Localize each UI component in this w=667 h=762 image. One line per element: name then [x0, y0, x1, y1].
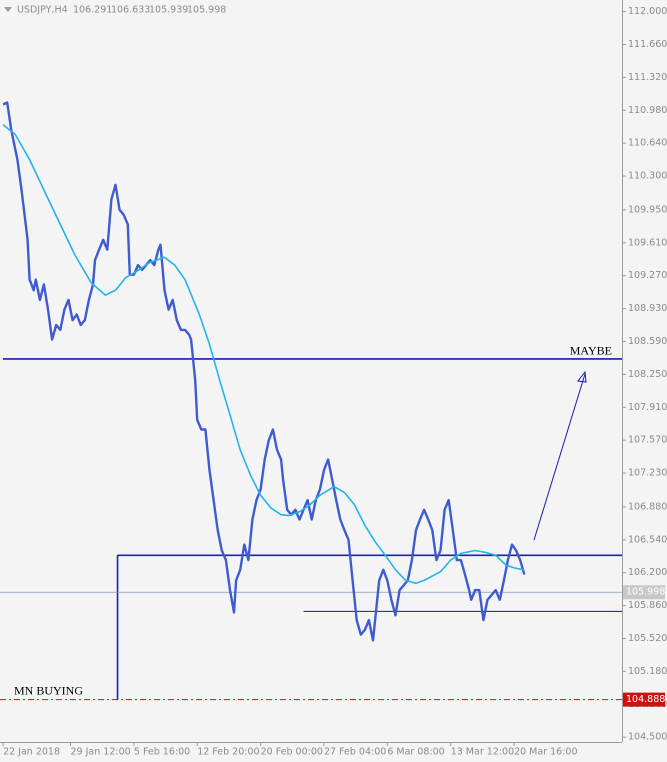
y-tick-label: 105.520 — [628, 633, 667, 644]
y-tick-label: 106.540 — [628, 534, 667, 545]
x-tick-label: 20 Feb 00:00 — [261, 747, 323, 758]
y-tick-label: 108.590 — [628, 336, 667, 347]
high: 106.633 — [111, 5, 150, 16]
low: 105.939 — [149, 5, 188, 16]
y-tick-label: 105.860 — [628, 600, 667, 611]
y-tick-label: 106.200 — [628, 567, 667, 578]
x-tick-label: 29 Jan 12:00 — [71, 747, 131, 758]
x-tick-label: 20 Mar 16:00 — [514, 747, 577, 758]
last-price: 105.998 — [626, 587, 665, 598]
x-tick-label: 27 Feb 04:00 — [324, 747, 386, 758]
level-label: MAYBE — [570, 344, 612, 358]
buy-price-box — [623, 692, 665, 707]
last-price-box — [623, 585, 665, 600]
y-tick-label: 109.950 — [628, 204, 667, 215]
x-tick-label: 5 Feb 16:00 — [134, 747, 190, 758]
open: 106.291 — [73, 5, 112, 16]
close: 105.998 — [187, 5, 226, 16]
y-tick-label: 106.880 — [628, 501, 667, 512]
y-tick-label: 110.640 — [628, 138, 667, 149]
y-tick-label: 109.270 — [628, 270, 667, 281]
y-tick-label: 110.300 — [628, 171, 667, 182]
x-tick-label: 22 Jan 2018 — [3, 747, 60, 758]
y-tick-label: 108.930 — [628, 303, 667, 314]
y-tick-label: 107.570 — [628, 435, 667, 446]
y-tick-label: 111.660 — [628, 39, 667, 50]
y-tick-label: 108.250 — [628, 369, 667, 380]
x-tick-label: 6 Mar 08:00 — [387, 747, 444, 758]
x-tick-label: 12 Feb 20:00 — [197, 747, 259, 758]
y-tick-label: 107.230 — [628, 468, 667, 479]
arrow-head — [577, 370, 587, 383]
price-line — [2, 124, 525, 585]
arrow-line — [533, 373, 586, 541]
menu-icon[interactable] — [4, 7, 12, 12]
y-tick-label: 110.980 — [628, 105, 667, 116]
y-tick-label: 104.500 — [628, 732, 667, 743]
x-tick-label: 13 Mar 12:00 — [451, 747, 514, 758]
buy-price: 104.888 — [626, 694, 665, 705]
y-tick-label: 109.610 — [628, 237, 667, 248]
y-tick-label: 107.910 — [628, 402, 667, 413]
y-tick-label: 112.000 — [628, 6, 667, 17]
y-tick-label: 105.180 — [628, 666, 667, 677]
y-tick-label: 111.320 — [628, 72, 667, 83]
symbol: USDJPY,H4 — [17, 5, 68, 16]
buy-label: MN BUYING — [14, 683, 83, 697]
